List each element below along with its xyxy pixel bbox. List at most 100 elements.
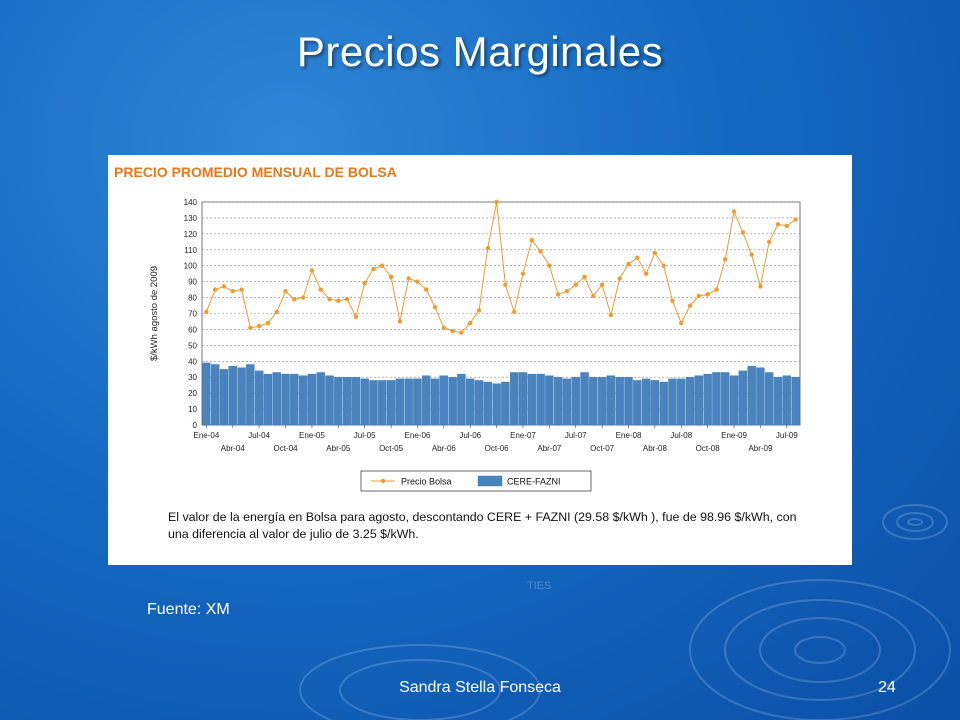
bar-cere-fazni <box>527 373 536 426</box>
point-precio-bolsa <box>212 287 218 292</box>
point-precio-bolsa <box>670 298 675 303</box>
point-precio-bolsa <box>468 320 473 326</box>
point-precio-bolsa <box>265 320 271 326</box>
chart-note: El valor de la energía en Bolsa para ago… <box>168 510 797 541</box>
point-precio-bolsa <box>775 222 781 227</box>
bar-cere-fazni <box>263 373 273 426</box>
point-precio-bolsa <box>318 287 323 292</box>
point-precio-bolsa <box>555 292 561 297</box>
y-tick-label: 130 <box>184 214 198 223</box>
point-precio-bolsa <box>608 312 614 318</box>
point-precio-bolsa <box>371 266 376 272</box>
y-tick-label: 0 <box>193 421 198 430</box>
page-number: 24 <box>878 679 896 696</box>
bar-cere-fazni <box>615 377 624 426</box>
bar-cere-fazni <box>729 375 739 426</box>
point-precio-bolsa <box>643 271 649 276</box>
legend-bar-swatch <box>477 475 503 487</box>
x-tick-label: Abr-05 <box>326 444 351 453</box>
x-tick-label: Ene-06 <box>405 431 431 440</box>
bar-cere-fazni <box>474 380 484 426</box>
faint-watermark-text: TIES <box>527 580 552 592</box>
point-precio-bolsa <box>520 271 526 276</box>
bar-cere-fazni <box>254 370 264 426</box>
bar-cere-fazni <box>316 372 325 426</box>
bar-cere-fazni <box>694 375 704 426</box>
point-precio-bolsa <box>353 314 359 319</box>
point-precio-bolsa <box>230 289 235 294</box>
x-tick-label: Ene-09 <box>721 431 747 440</box>
bar-cere-fazni <box>351 377 361 426</box>
bar-cere-fazni <box>281 373 290 426</box>
point-precio-bolsa <box>344 296 350 302</box>
bar-cere-fazni <box>386 380 396 426</box>
bar-cere-fazni <box>272 372 281 426</box>
bar-cere-fazni <box>721 372 730 426</box>
point-precio-bolsa <box>617 276 622 281</box>
bar-cere-fazni <box>633 380 642 426</box>
bar-cere-fazni <box>606 375 616 426</box>
bar-cere-fazni <box>571 377 580 426</box>
bar-cere-fazni <box>237 367 246 426</box>
x-tick-label: Jul-04 <box>248 431 270 440</box>
bar-cere-fazni <box>360 378 369 426</box>
bar-cere-fazni <box>765 372 774 426</box>
y-tick-label: 100 <box>184 262 198 271</box>
bar-cere-fazni <box>501 381 510 426</box>
point-precio-bolsa <box>696 293 702 299</box>
slide-title: Precios Marginales <box>296 28 664 75</box>
bar-cere-fazni <box>210 364 220 426</box>
bar-cere-fazni <box>298 375 308 426</box>
point-precio-bolsa <box>485 245 491 251</box>
bar-cere-fazni <box>466 378 475 426</box>
point-precio-bolsa <box>274 309 279 315</box>
x-tick-label: Abr-06 <box>432 444 457 453</box>
bar-cere-fazni <box>747 365 756 426</box>
bar-cere-fazni <box>448 377 457 426</box>
x-tick-label: Ene-05 <box>299 431 325 440</box>
bar-cere-fazni <box>782 375 792 426</box>
point-precio-bolsa <box>573 282 578 288</box>
bar-cere-fazni <box>703 373 712 426</box>
point-precio-bolsa <box>538 249 543 254</box>
point-precio-bolsa <box>283 289 288 294</box>
bar-cere-fazni <box>395 378 405 426</box>
x-tick-label: Jul-07 <box>565 431 587 440</box>
point-precio-bolsa <box>309 268 315 273</box>
bar-cere-fazni <box>492 383 501 426</box>
point-precio-bolsa <box>362 281 367 286</box>
bar-cere-fazni <box>773 377 783 426</box>
point-precio-bolsa <box>529 238 534 243</box>
x-tick-label: Oct-06 <box>485 444 510 453</box>
chart-svg: 0 10 20 30 40 50 60 70 80 90 100 110 120 130 140 $/kWh … <box>149 198 801 492</box>
x-tick-label: Oct-08 <box>696 444 721 453</box>
bar-cere-fazni <box>430 378 440 426</box>
point-precio-bolsa <box>705 292 710 297</box>
bar-cere-fazni <box>202 362 211 426</box>
x-tick-label: Abr-09 <box>748 444 773 453</box>
point-precio-bolsa <box>599 282 605 288</box>
bar-cere-fazni <box>369 380 378 426</box>
point-precio-bolsa <box>731 209 737 214</box>
bar-cere-fazni <box>219 369 229 426</box>
point-precio-bolsa <box>441 325 447 331</box>
point-precio-bolsa <box>793 217 798 222</box>
point-precio-bolsa <box>591 293 596 299</box>
footer-author: Sandra Stella Fonseca <box>399 679 561 696</box>
y-tick-label: 120 <box>184 230 198 239</box>
bar-cere-fazni <box>342 377 352 426</box>
bar-cere-fazni <box>738 370 748 426</box>
bar-cere-fazni <box>597 377 607 426</box>
y-tick-label: 60 <box>188 325 197 334</box>
bar-cere-fazni <box>536 373 545 426</box>
point-precio-bolsa <box>494 199 499 205</box>
point-precio-bolsa <box>635 255 640 260</box>
point-precio-bolsa <box>564 289 570 294</box>
bar-cere-fazni <box>756 367 765 426</box>
legend-label-precio-bolsa: Precio Bolsa <box>401 477 452 487</box>
y-tick-label: 40 <box>188 357 197 366</box>
bar-cere-fazni <box>509 372 519 426</box>
bar-cere-fazni <box>685 377 695 426</box>
legend-point-swatch <box>380 478 386 484</box>
point-precio-bolsa <box>406 276 411 281</box>
